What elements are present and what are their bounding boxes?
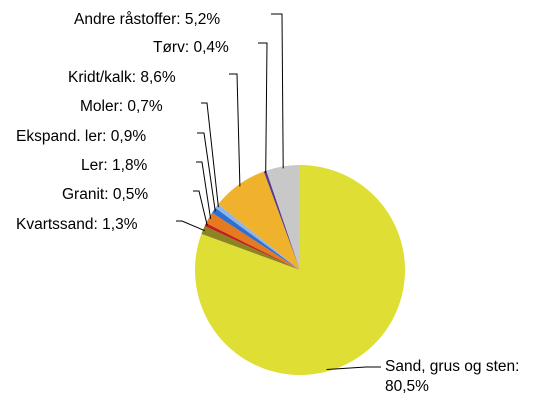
slice-ler — [206, 212, 300, 270]
label-ler: Ler: 1,8% — [81, 157, 148, 174]
leader-kvartssand — [176, 220, 205, 232]
slice-moler — [215, 204, 300, 270]
label-sand-grus-sten-percent: 80,5% — [385, 378, 429, 394]
label-sand-grus-sten: Sand, grus og sten: — [385, 358, 519, 375]
slice-sand-grus-sten — [195, 165, 406, 376]
slice-kridt-kalk — [218, 171, 300, 270]
leader-ler — [196, 161, 212, 219]
label-torv: Tørv: 0,4% — [153, 39, 229, 56]
slice-torv — [263, 170, 300, 270]
slice-kvartssand — [201, 226, 300, 270]
leader-granit — [193, 190, 208, 226]
label-moler: Moler: 0,7% — [80, 98, 163, 115]
slice-andre-rastoffer — [266, 165, 300, 270]
leader-sand — [326, 366, 381, 370]
leader-torv — [258, 42, 268, 173]
label-ekspand-ler: Ekspand. ler: 0,9% — [16, 128, 146, 145]
leader-ekspand-ler — [197, 132, 216, 212]
slice-ekspand-ler — [212, 207, 300, 270]
pie-slices — [195, 165, 406, 376]
label-granit: Granit: 0,5% — [62, 186, 148, 203]
label-andre-rastoffer: Andre råstoffer: 5,2% — [74, 11, 220, 28]
leader-lines — [176, 13, 381, 370]
leader-andre-rastoffer — [271, 13, 284, 169]
leader-moler — [201, 102, 219, 208]
leader-kridt-kalk — [229, 73, 241, 187]
slice-granit — [204, 223, 300, 270]
label-kridt-kalk: Kridt/kalk: 8,6% — [68, 69, 176, 86]
label-kvartssand: Kvartssand: 1,3% — [16, 216, 138, 233]
